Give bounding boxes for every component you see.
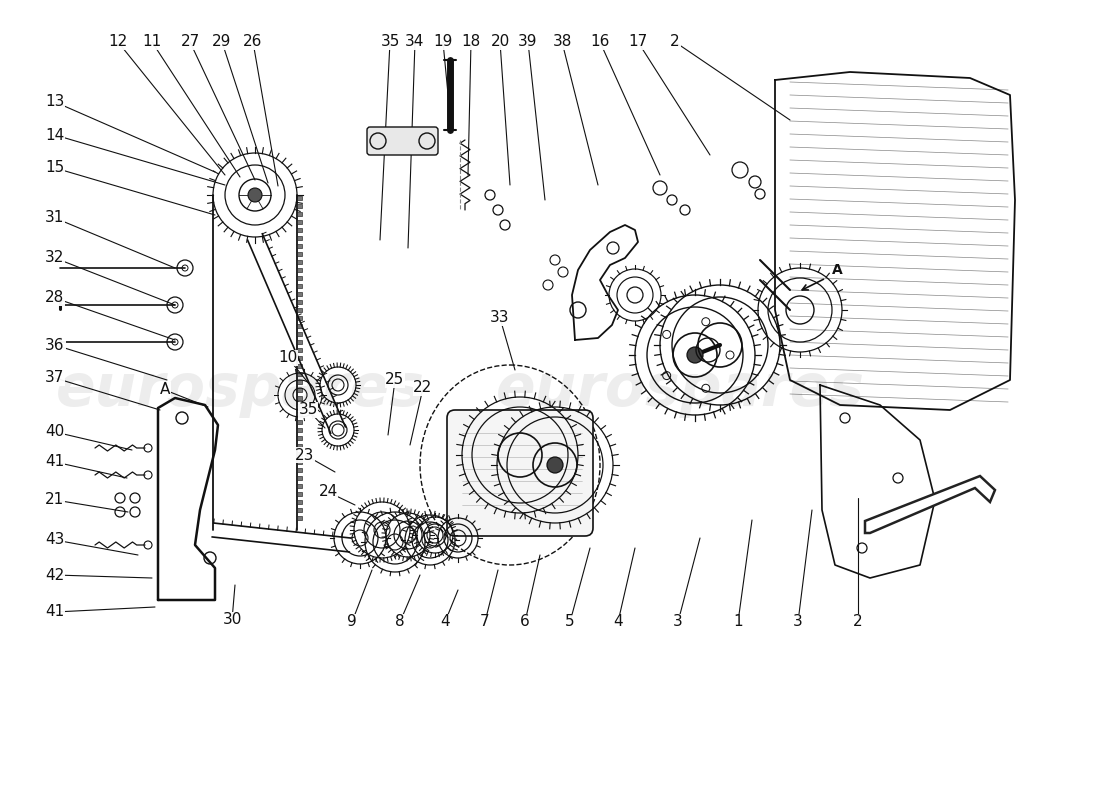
Bar xyxy=(297,364,302,368)
Bar xyxy=(297,260,302,264)
Bar xyxy=(297,300,302,304)
Text: 41: 41 xyxy=(45,454,65,470)
Bar xyxy=(297,396,302,400)
Text: 13: 13 xyxy=(45,94,65,110)
Text: 42: 42 xyxy=(45,567,65,582)
Bar xyxy=(297,412,302,416)
Bar xyxy=(297,276,302,280)
Text: 3: 3 xyxy=(793,614,803,630)
Text: 29: 29 xyxy=(212,34,232,50)
Text: 7: 7 xyxy=(481,614,490,630)
Bar xyxy=(297,244,302,248)
Bar xyxy=(297,436,302,440)
Text: 41: 41 xyxy=(45,605,65,619)
Bar xyxy=(297,236,302,240)
Text: 37: 37 xyxy=(45,370,65,386)
Bar xyxy=(297,252,302,256)
Bar xyxy=(297,444,302,448)
Text: 14: 14 xyxy=(45,127,65,142)
Bar xyxy=(297,268,302,272)
Bar xyxy=(297,476,302,480)
Text: 35: 35 xyxy=(381,34,399,50)
Text: 10: 10 xyxy=(278,350,298,366)
Text: 2: 2 xyxy=(854,614,862,630)
Bar xyxy=(297,380,302,384)
Bar xyxy=(297,324,302,328)
Text: 33: 33 xyxy=(491,310,509,326)
Bar xyxy=(297,452,302,456)
Bar xyxy=(297,332,302,336)
Text: 12: 12 xyxy=(109,34,128,50)
Text: 6: 6 xyxy=(520,614,530,630)
Bar xyxy=(297,308,302,312)
Text: 18: 18 xyxy=(461,34,481,50)
Bar xyxy=(297,492,302,496)
FancyBboxPatch shape xyxy=(447,410,593,536)
FancyBboxPatch shape xyxy=(367,127,438,155)
Bar xyxy=(297,316,302,320)
Text: 43: 43 xyxy=(45,533,65,547)
Bar xyxy=(297,348,302,352)
Bar xyxy=(297,484,302,488)
Bar xyxy=(297,508,302,512)
Text: 8: 8 xyxy=(395,614,405,630)
Text: 38: 38 xyxy=(552,34,572,50)
Text: eurospares: eurospares xyxy=(55,362,425,418)
Text: 9: 9 xyxy=(348,614,356,630)
Text: 1: 1 xyxy=(734,614,742,630)
Bar xyxy=(297,340,302,344)
Text: 34: 34 xyxy=(405,34,425,50)
Circle shape xyxy=(547,457,563,473)
Bar xyxy=(297,388,302,392)
Bar xyxy=(297,284,302,288)
Text: 27: 27 xyxy=(180,34,199,50)
Text: 15: 15 xyxy=(45,161,65,175)
Text: 5: 5 xyxy=(565,614,575,630)
Text: 16: 16 xyxy=(591,34,609,50)
Bar xyxy=(297,356,302,360)
Bar xyxy=(297,516,302,520)
Bar xyxy=(297,404,302,408)
Text: 26: 26 xyxy=(243,34,263,50)
Text: 25: 25 xyxy=(385,373,405,387)
Bar xyxy=(297,212,302,216)
Text: A: A xyxy=(160,382,170,398)
Bar xyxy=(297,500,302,504)
Bar xyxy=(297,468,302,472)
Polygon shape xyxy=(865,476,996,533)
Bar xyxy=(297,372,302,376)
Bar xyxy=(297,460,302,464)
Bar xyxy=(297,220,302,224)
Text: 39: 39 xyxy=(518,34,538,50)
Bar xyxy=(297,420,302,424)
Text: 23: 23 xyxy=(295,447,315,462)
Text: 32: 32 xyxy=(45,250,65,266)
Bar xyxy=(297,228,302,232)
Text: 17: 17 xyxy=(628,34,648,50)
Circle shape xyxy=(248,188,262,202)
Text: 35: 35 xyxy=(298,402,318,418)
Text: 30: 30 xyxy=(222,613,242,627)
Text: 40: 40 xyxy=(45,425,65,439)
Text: 24: 24 xyxy=(318,485,338,499)
Text: 4: 4 xyxy=(440,614,450,630)
Text: 20: 20 xyxy=(491,34,509,50)
Bar xyxy=(297,428,302,432)
Text: 19: 19 xyxy=(433,34,453,50)
Text: 4: 4 xyxy=(613,614,623,630)
Text: eurospares: eurospares xyxy=(495,362,865,418)
Text: 22: 22 xyxy=(414,381,432,395)
Text: 31: 31 xyxy=(45,210,65,226)
Text: 2: 2 xyxy=(670,34,680,50)
Bar xyxy=(297,292,302,296)
Text: 11: 11 xyxy=(142,34,162,50)
Text: 28: 28 xyxy=(45,290,65,306)
Text: 21: 21 xyxy=(45,493,65,507)
Text: A: A xyxy=(832,263,843,277)
Bar xyxy=(297,196,302,200)
Bar xyxy=(297,204,302,208)
Circle shape xyxy=(688,347,703,363)
Text: 3: 3 xyxy=(673,614,683,630)
Text: 36: 36 xyxy=(45,338,65,353)
